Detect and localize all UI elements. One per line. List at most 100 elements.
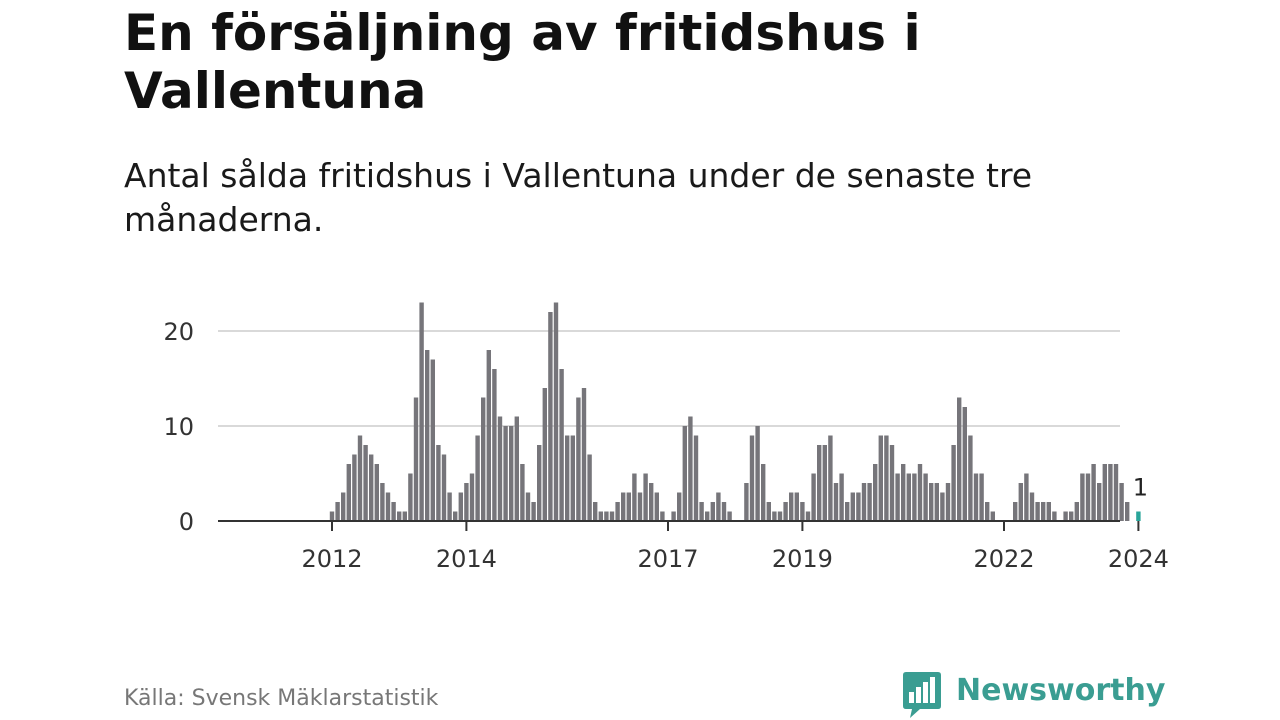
bar <box>1069 511 1074 521</box>
bar <box>682 426 687 521</box>
bar <box>817 445 822 521</box>
bar <box>469 473 475 521</box>
bar <box>873 464 878 521</box>
bar-chart: 0 10 20 2012 2014 2017 2019 2022 2024 1 <box>163 302 1169 573</box>
bar <box>436 445 441 521</box>
bar <box>901 464 906 521</box>
bar <box>1046 502 1051 521</box>
bar <box>1063 511 1068 521</box>
bar <box>923 473 928 521</box>
bar <box>497 416 503 521</box>
bar <box>1018 483 1023 521</box>
bar <box>800 502 805 521</box>
labels: 0 10 20 2012 2014 2017 2019 2022 2024 1 <box>163 318 1168 573</box>
bar <box>559 369 564 521</box>
x-tick-label: 2017 <box>637 545 698 573</box>
bar <box>514 416 519 521</box>
bar <box>833 483 839 521</box>
bar <box>604 511 609 521</box>
bar <box>777 511 783 521</box>
bar <box>385 492 391 521</box>
bar <box>1113 464 1119 521</box>
bar <box>531 502 536 521</box>
bar <box>397 511 402 521</box>
x-tick-label: 2022 <box>973 545 1034 573</box>
brand-name: Newsworthy <box>956 673 1166 708</box>
bar <box>794 492 799 521</box>
bar <box>660 511 665 521</box>
bar <box>1029 492 1035 521</box>
bar <box>637 492 643 521</box>
axes <box>218 520 1140 531</box>
bar <box>374 464 379 521</box>
bar <box>380 483 385 521</box>
gridlines <box>218 330 1120 427</box>
bar <box>391 502 396 521</box>
bar <box>587 454 592 521</box>
x-tick-label: 2014 <box>436 545 497 573</box>
bar <box>688 416 693 521</box>
bar <box>425 350 430 521</box>
highlight-value-label: 1 <box>1133 474 1148 502</box>
bar <box>979 473 984 521</box>
bar <box>805 511 811 521</box>
bar <box>811 473 816 521</box>
bar <box>839 473 844 521</box>
bar <box>761 464 766 521</box>
bar <box>772 511 777 521</box>
bar <box>408 473 413 521</box>
bar <box>419 302 424 521</box>
bar <box>413 397 419 521</box>
bar <box>430 359 435 521</box>
chart-title: En försäljning av fritidshus i Vallentun… <box>124 4 921 120</box>
bar <box>1119 483 1124 521</box>
bar <box>990 511 995 521</box>
bar <box>609 511 615 521</box>
bar-chart-speech-bubble-icon <box>903 672 941 718</box>
bar <box>1085 473 1091 521</box>
bar <box>581 388 587 521</box>
bar <box>357 435 363 521</box>
bar <box>1108 464 1113 521</box>
bar <box>945 483 951 521</box>
chart-subtitle: Antal sålda fritidshus i Vallentuna unde… <box>124 156 1033 239</box>
bar <box>542 388 547 521</box>
bar <box>1041 502 1046 521</box>
x-tick-label: 2024 <box>1108 545 1169 573</box>
bar <box>475 435 480 521</box>
bar <box>329 511 335 521</box>
bar <box>789 492 794 521</box>
bar <box>940 492 945 521</box>
bar <box>363 445 368 521</box>
bar <box>643 473 648 521</box>
bar <box>744 483 749 521</box>
y-tick-label: 20 <box>163 318 194 346</box>
bar <box>968 435 973 521</box>
bar <box>951 445 956 521</box>
x-tick-label: 2019 <box>772 545 833 573</box>
bar <box>917 464 923 521</box>
bar <box>1091 464 1096 521</box>
bar <box>856 492 861 521</box>
bar <box>716 492 721 521</box>
bar <box>727 511 732 521</box>
bar <box>1035 502 1040 521</box>
bar <box>626 492 631 521</box>
bar <box>464 483 469 521</box>
bar <box>441 454 447 521</box>
x-tick-label: 2012 <box>301 545 362 573</box>
bar <box>693 435 699 521</box>
bar <box>352 454 357 521</box>
bar <box>671 511 676 521</box>
bar <box>458 492 463 521</box>
bar <box>632 473 637 521</box>
bar <box>906 473 911 521</box>
bar <box>537 445 542 521</box>
bar <box>593 502 598 521</box>
bar <box>615 502 620 521</box>
bar <box>402 511 407 521</box>
bar <box>755 426 760 521</box>
bar <box>1102 464 1107 521</box>
bar <box>850 492 855 521</box>
bar <box>895 473 900 521</box>
